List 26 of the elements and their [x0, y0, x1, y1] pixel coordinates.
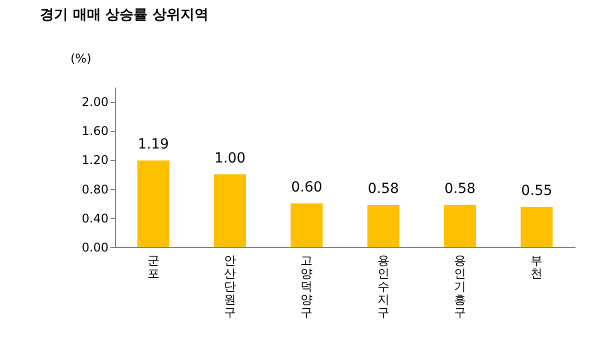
x-tick-label: 용인수지구 — [377, 254, 390, 320]
bar — [367, 204, 400, 247]
x-tick-label: 용인기흥구 — [454, 254, 466, 320]
x-tick-label: 고양덕양구 — [300, 254, 313, 320]
y-tick-label: 2.00 — [82, 95, 108, 110]
x-tick-label: 부천 — [530, 254, 543, 280]
data-label: 1.00 — [214, 150, 246, 166]
y-tick-label: 0.40 — [82, 211, 108, 226]
bar — [137, 160, 170, 247]
y-tick-label: 1.20 — [82, 153, 108, 168]
x-tick-label: 안산단원구 — [224, 254, 236, 320]
bar — [520, 207, 553, 247]
bar — [444, 204, 476, 247]
y-tick-label: 0.00 — [82, 240, 108, 254]
y-axis-title: (%) — [70, 52, 92, 66]
x-tick-label: 군포 — [147, 254, 160, 280]
data-label: 0.55 — [521, 183, 552, 199]
y-tick-label: 1.60 — [82, 124, 108, 138]
data-label: 0.60 — [291, 179, 322, 196]
y-tick-label: 0.80 — [82, 182, 108, 196]
bar — [290, 203, 323, 247]
data-label: 0.58 — [368, 180, 399, 197]
data-label: 1.19 — [138, 136, 169, 152]
bar — [214, 174, 246, 247]
data-label: 0.58 — [444, 180, 476, 197]
chart-title: 경기 매매 상승률 상위지역 — [40, 7, 209, 23]
